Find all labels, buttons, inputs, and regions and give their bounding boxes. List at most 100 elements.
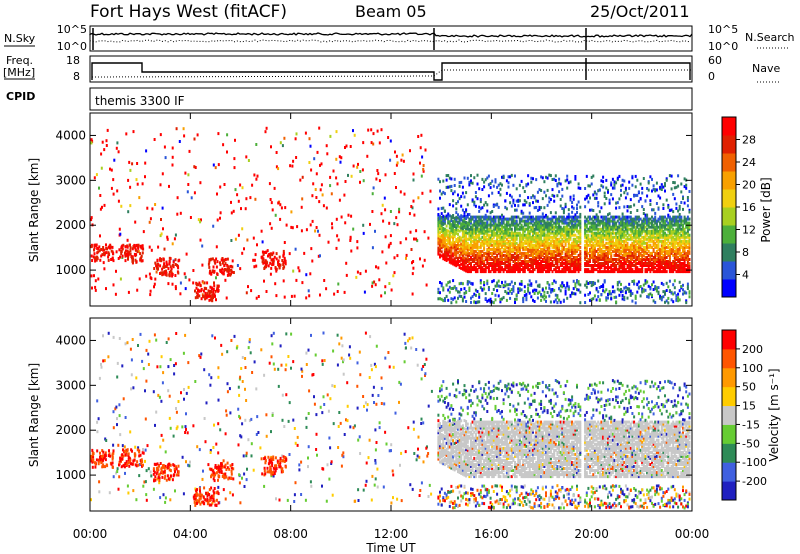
heatmap-cell [267,264,270,268]
heatmap-cell [405,253,408,257]
heatmap-cell [156,258,159,262]
heatmap-cell [473,203,476,207]
heatmap-cell [455,252,458,256]
heatmap-cell [136,182,139,186]
heatmap-cell [419,161,421,165]
heatmap-cell [517,215,520,219]
heatmap-cell [473,241,476,245]
heatmap-cell [448,285,451,289]
heatmap-cell [153,282,156,286]
heatmap-cell [196,295,199,298]
heatmap-cell [527,286,530,290]
heatmap-cell [453,296,456,300]
heatmap-cell [615,206,618,210]
heatmap-cell [649,287,652,291]
heatmap-cell [228,267,230,271]
heatmap-cell [249,196,252,200]
heatmap-cell [492,301,495,305]
heatmap-cell [497,268,500,272]
heatmap-cell [264,130,267,134]
heatmap-cell [478,251,481,255]
heatmap-cell [515,215,518,219]
heatmap-cell [507,245,510,249]
heatmap-cell [507,260,510,263]
heatmap-cell [525,264,528,267]
heatmap-cell [486,237,489,241]
heatmap-cell [512,287,515,291]
heatmap-cell [363,290,366,294]
heatmap-cell [634,294,637,298]
heatmap-cell [340,215,343,219]
heatmap-cell [198,289,201,293]
heatmap-cell [345,261,348,265]
heatmap-cell [569,198,572,202]
heatmap-cell [219,216,221,220]
heatmap-cell [543,215,546,219]
heatmap-cell [535,217,538,221]
heatmap-cell [439,231,441,235]
heatmap-cell [445,234,448,238]
heatmap-cell [458,215,461,219]
heatmap-cell [481,223,484,227]
heatmap-cell [540,268,543,272]
heatmap-cell [105,144,108,147]
heatmap-cell [458,247,461,251]
heatmap-cell [603,191,606,195]
heatmap-cell [194,289,196,293]
heatmap-cell [514,262,516,265]
heatmap-cell [384,208,387,212]
heatmap-cell [522,225,525,229]
heatmap-cell [501,235,503,239]
heatmap-cell [522,270,525,274]
heatmap-cell [468,183,471,187]
heatmap-cell [518,249,521,253]
heatmap-cell [514,243,516,247]
heatmap-cell [439,281,441,284]
heatmap-cell [474,249,477,253]
heatmap-cell [371,210,374,213]
heatmap-cell [507,221,510,225]
heatmap-cell [492,279,495,283]
heatmap-cell [481,241,484,245]
heatmap-cell [486,176,489,180]
heatmap-cell [536,227,539,231]
heatmap-cell [514,264,516,267]
heatmap-cell [496,233,499,237]
heatmap-cell [463,250,466,254]
heatmap-cell [479,207,482,211]
heatmap-cell [509,264,512,267]
heatmap-cell [452,192,455,196]
heatmap-cell [440,244,443,248]
heatmap-cell [468,217,471,221]
heatmap-cell [267,254,269,258]
heatmap-cell [507,291,510,295]
heatmap-cell [429,200,432,204]
heatmap-cell [545,221,547,225]
heatmap-cell [471,217,474,221]
heatmap-cell [213,281,215,285]
heatmap-cell [518,258,521,261]
heatmap-cell [478,205,481,209]
heatmap-cell [232,271,235,274]
heatmap-cell [471,249,474,253]
heatmap-cell [465,265,468,269]
heatmap-cell [179,292,182,296]
heatmap-cell [499,249,502,253]
heatmap-cell [545,241,547,245]
heatmap-cell [471,260,474,263]
heatmap-cell [527,217,530,221]
heatmap-cell [457,232,459,236]
heatmap-cell [211,298,214,302]
heatmap-cell [440,224,443,227]
heatmap-cell [525,235,528,239]
heatmap-cell [301,175,304,179]
heatmap-cell [487,258,490,261]
heatmap-cell [212,265,215,269]
heatmap-cell [611,197,614,201]
heatmap-cell [159,264,162,268]
heatmap-cell [543,245,546,249]
heatmap-cell [389,241,392,245]
heatmap-cell [468,243,471,247]
heatmap-cell [161,206,164,210]
heatmap-cell [489,237,492,241]
